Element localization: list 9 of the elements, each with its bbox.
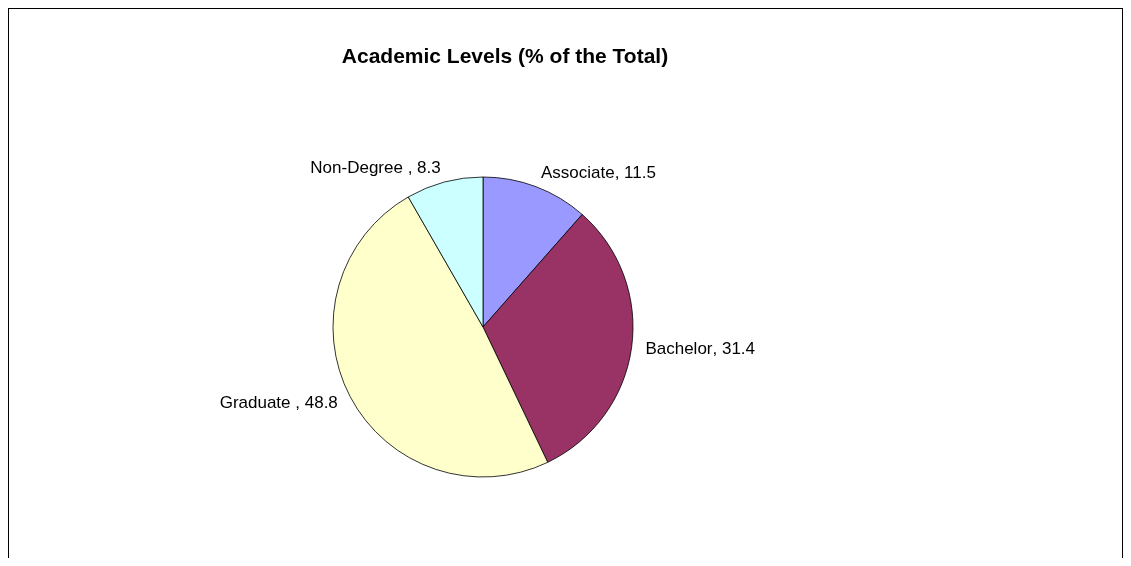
data-label: , 48.8 [295, 392, 338, 412]
data-label: , 31.4 [712, 339, 756, 359]
slice-label: Graduate [219, 392, 296, 412]
chart-title: Academic Levels (% of the Total) [341, 44, 669, 67]
data-label: , 8.3 [407, 158, 441, 178]
slice-label: Non-Degree [310, 158, 408, 178]
slice-label: Associate [540, 163, 615, 183]
slice-label: Bachelor [645, 339, 713, 359]
data-label: , 11.5 [614, 163, 656, 183]
